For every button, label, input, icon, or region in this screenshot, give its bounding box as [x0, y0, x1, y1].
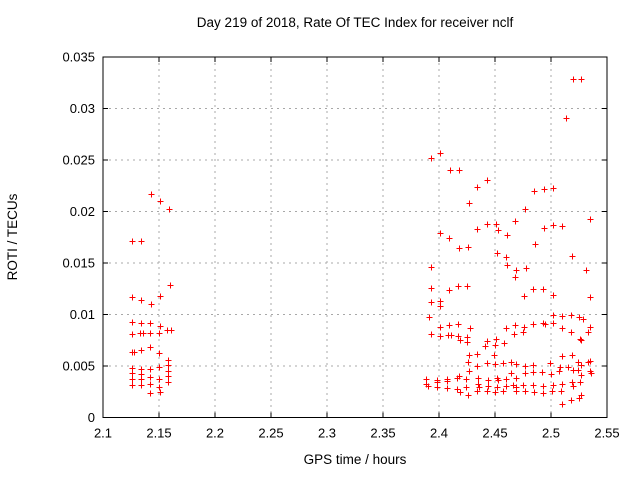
grid-lines [103, 57, 607, 418]
x-axis-label: GPS time / hours [304, 452, 407, 467]
y-tick-labels: 0 0.005 0.01 0.015 0.02 0.025 0.03 0.035 [62, 50, 95, 426]
chart-title: Day 219 of 2018, Rate Of TEC Index for r… [197, 15, 514, 30]
x-tick-label: 2.2 [206, 426, 224, 441]
x-tick-label: 2.5 [542, 426, 560, 441]
y-tick-label: 0.035 [62, 50, 95, 65]
x-tick-label: 2.4 [430, 426, 448, 441]
scatter-markers [129, 76, 595, 408]
y-axis-label: ROTI / TECUs [5, 193, 20, 280]
x-tick-labels: 2.1 2.15 2.2 2.25 2.3 2.35 2.4 2.45 2.5 2.55 [94, 426, 620, 441]
x-tick-label: 2.45 [482, 426, 507, 441]
y-tick-label: 0.025 [62, 153, 95, 168]
x-tick-label: 2.25 [258, 426, 283, 441]
y-tick-label: 0 [88, 410, 95, 425]
plot-border [102, 56, 608, 418]
y-tick-label: 0.01 [70, 307, 95, 322]
y-tick-label: 0.03 [70, 101, 95, 116]
axis-ticks [102, 56, 608, 418]
y-tick-label: 0.02 [70, 204, 95, 219]
data-points [129, 76, 595, 408]
y-tick-label: 0.015 [62, 256, 95, 271]
x-tick-label: 2.3 [318, 426, 336, 441]
x-tick-label: 2.15 [146, 426, 171, 441]
x-tick-label: 2.35 [370, 426, 395, 441]
x-tick-label: 2.1 [94, 426, 112, 441]
y-tick-label: 0.005 [62, 359, 95, 374]
x-tick-label: 2.55 [594, 426, 619, 441]
